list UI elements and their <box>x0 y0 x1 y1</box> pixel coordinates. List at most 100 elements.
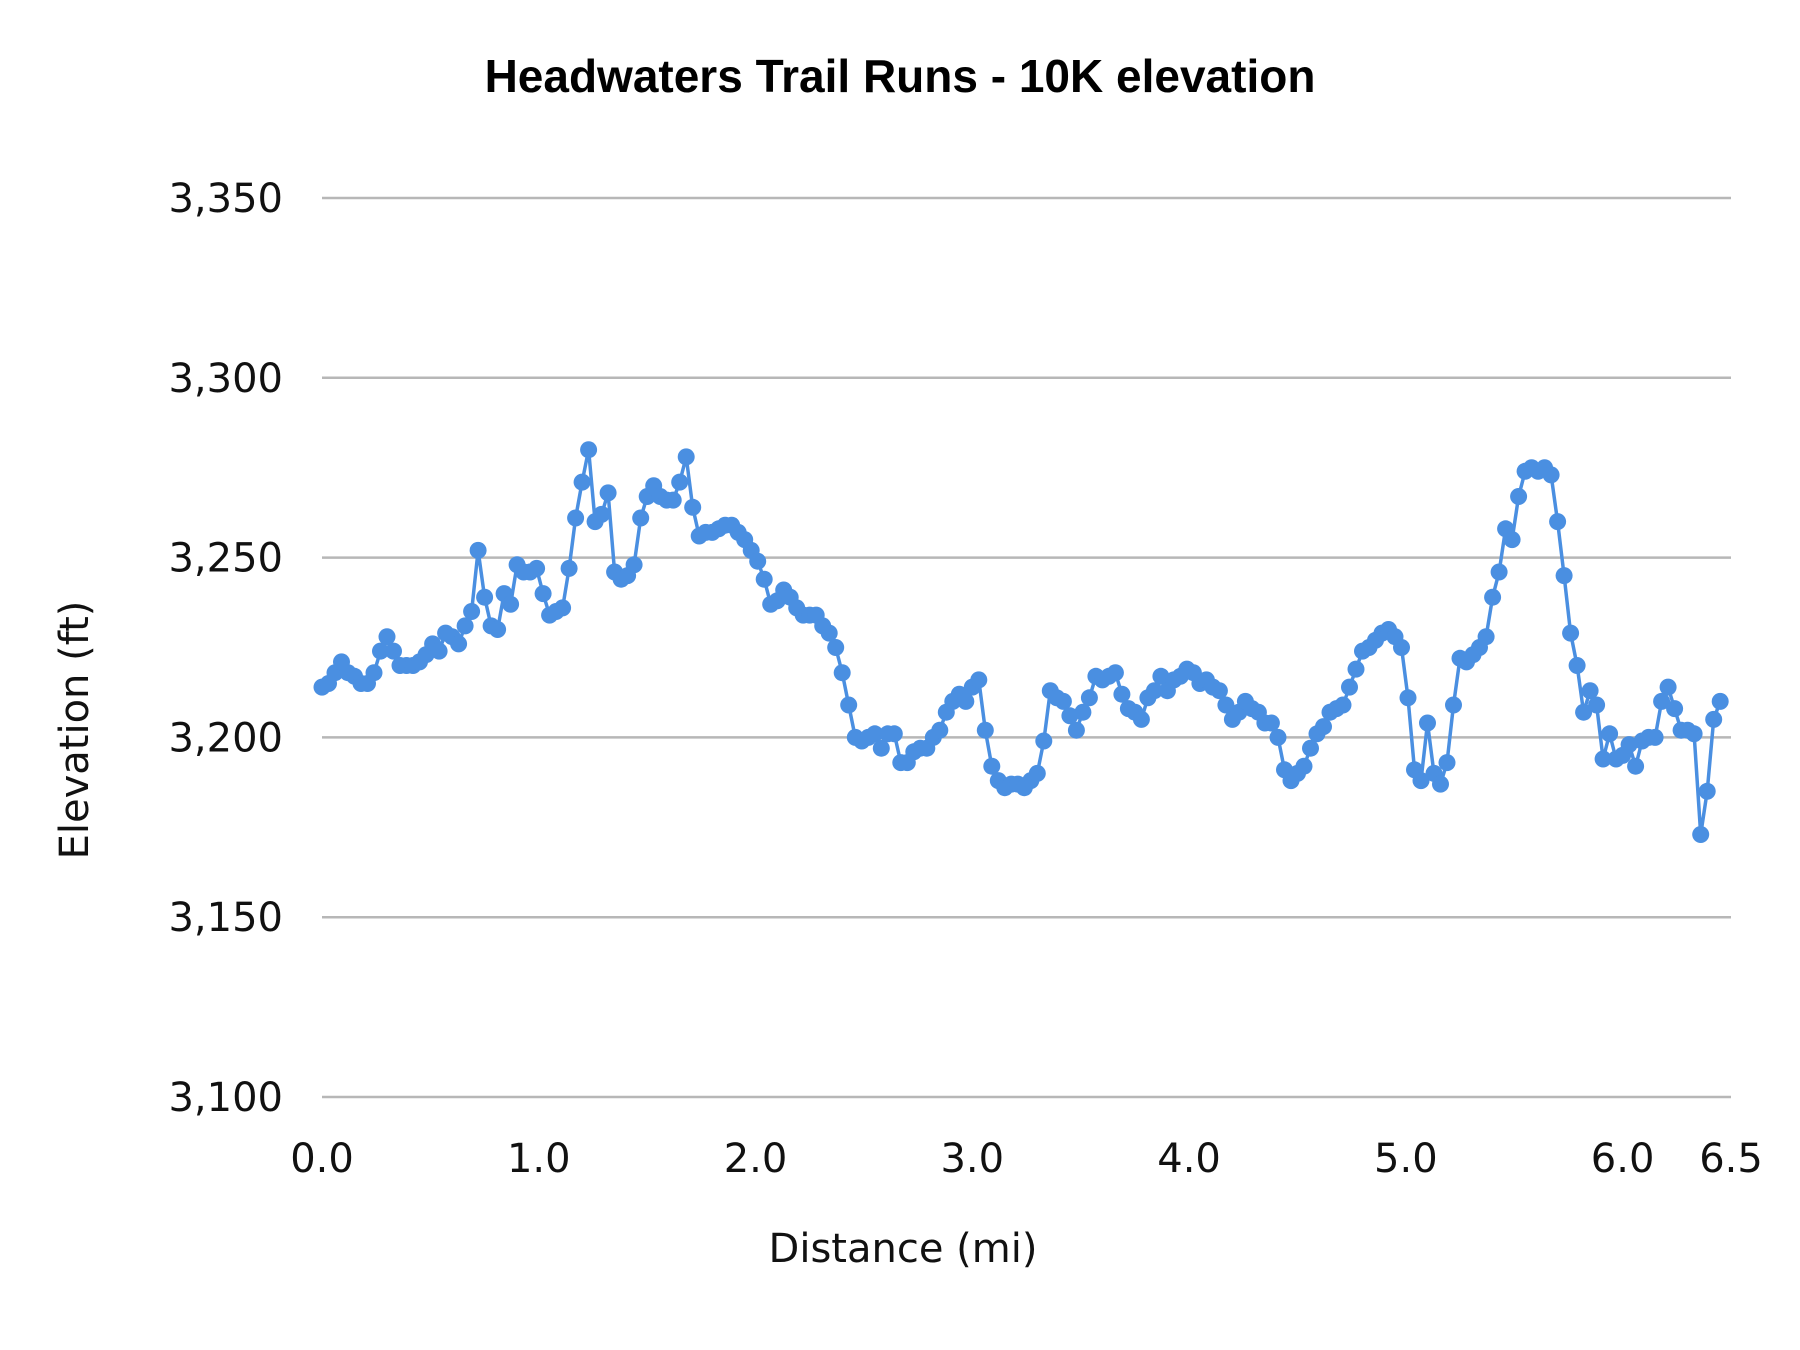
data-point <box>1399 689 1417 707</box>
data-point <box>593 505 611 523</box>
data-point <box>534 585 552 603</box>
data-point <box>456 617 474 635</box>
data-point <box>1555 567 1573 585</box>
data-point <box>625 556 643 574</box>
data-point <box>1347 660 1365 678</box>
gridlines <box>322 196 1731 1099</box>
data-point <box>976 721 994 739</box>
data-point <box>1503 531 1521 549</box>
chart-title: Headwaters Trail Runs - 10K elevation <box>485 50 1316 102</box>
data-point <box>1627 757 1645 775</box>
data-point <box>1620 736 1638 754</box>
x-tick-label: 4.0 <box>1157 1136 1221 1182</box>
data-point <box>1549 513 1567 531</box>
data-point <box>476 588 494 606</box>
data-point <box>872 739 890 757</box>
x-tick-label: 3.0 <box>940 1136 1004 1182</box>
data-point <box>664 491 682 509</box>
data-point <box>1152 667 1170 685</box>
data-point <box>528 559 546 577</box>
data-point <box>554 599 572 617</box>
data-point <box>573 473 591 491</box>
y-tick-label: 3,250 <box>168 536 283 582</box>
data-point <box>1542 466 1560 484</box>
data-point <box>671 473 689 491</box>
x-tick-label: 2.0 <box>724 1136 788 1182</box>
data-point <box>1074 703 1092 721</box>
data-point <box>1698 782 1716 800</box>
data-point <box>1646 728 1664 746</box>
data-point <box>885 725 903 743</box>
x-tick-label: 6.5 <box>1699 1136 1763 1182</box>
data-point <box>1334 696 1352 714</box>
data-point <box>1393 639 1410 656</box>
x-axis-label: Distance (mi) <box>769 1226 1038 1272</box>
data-point <box>820 624 838 642</box>
data-point <box>1061 707 1079 725</box>
data-point <box>469 541 487 559</box>
data-point <box>1438 754 1456 772</box>
y-tick-label: 3,350 <box>168 176 283 222</box>
data-point <box>1705 710 1723 728</box>
y-axis-label: Elevation (ft) <box>52 601 98 860</box>
data-point <box>1594 750 1612 768</box>
y-tick-label: 3,200 <box>168 715 283 761</box>
data-point <box>1484 588 1502 606</box>
data-point <box>1477 628 1495 646</box>
data-point <box>1562 624 1580 642</box>
data-point <box>1419 714 1436 732</box>
data-point <box>1490 563 1508 581</box>
y-tick-labels: 3,100 3,150 3,200 3,250 3,300 3,350 <box>168 176 283 1121</box>
data-point <box>1685 725 1703 743</box>
data-point <box>1295 757 1313 775</box>
data-point <box>489 621 507 638</box>
data-point <box>1113 685 1131 703</box>
data-point <box>1588 696 1606 714</box>
data-point <box>749 552 767 570</box>
data-point <box>840 696 858 714</box>
plot-area <box>313 441 1729 843</box>
data-point <box>1028 764 1046 782</box>
data-point <box>1262 714 1280 732</box>
data-point <box>1510 488 1528 505</box>
data-point <box>1432 775 1449 793</box>
data-point <box>1106 664 1124 682</box>
data-point <box>827 639 845 656</box>
data-point <box>1302 739 1319 757</box>
data-point <box>632 509 650 527</box>
data-point <box>1666 700 1684 718</box>
data-point <box>1601 725 1619 743</box>
x-tick-label: 5.0 <box>1374 1136 1438 1182</box>
data-point <box>502 595 520 613</box>
x-tick-label: 0.0 <box>290 1136 354 1182</box>
data-point <box>970 671 988 689</box>
data-point <box>1035 732 1053 750</box>
data-point <box>1067 721 1085 739</box>
data-point <box>430 642 448 660</box>
data-point <box>1653 692 1671 710</box>
data-point <box>1659 678 1677 696</box>
data-point <box>1445 696 1462 714</box>
y-tick-label: 3,300 <box>168 356 283 402</box>
data-point <box>957 692 975 710</box>
x-tick-label: 6.0 <box>1591 1136 1655 1182</box>
data-point <box>1581 682 1599 700</box>
data-point <box>463 603 481 620</box>
data-point <box>1315 718 1332 736</box>
data-point <box>931 721 949 739</box>
data-point <box>1132 710 1150 728</box>
data-point <box>580 441 598 459</box>
data-point <box>1412 772 1430 790</box>
data-point <box>1575 703 1593 721</box>
data-point <box>1054 692 1072 710</box>
data-point <box>1692 826 1710 843</box>
data-point <box>1080 689 1098 707</box>
data-point <box>567 509 585 527</box>
data-point <box>684 498 702 516</box>
x-tick-label: 1.0 <box>507 1136 571 1182</box>
data-point <box>560 559 578 577</box>
data-point <box>372 642 389 660</box>
data-point <box>1269 728 1287 746</box>
data-point <box>385 642 402 660</box>
